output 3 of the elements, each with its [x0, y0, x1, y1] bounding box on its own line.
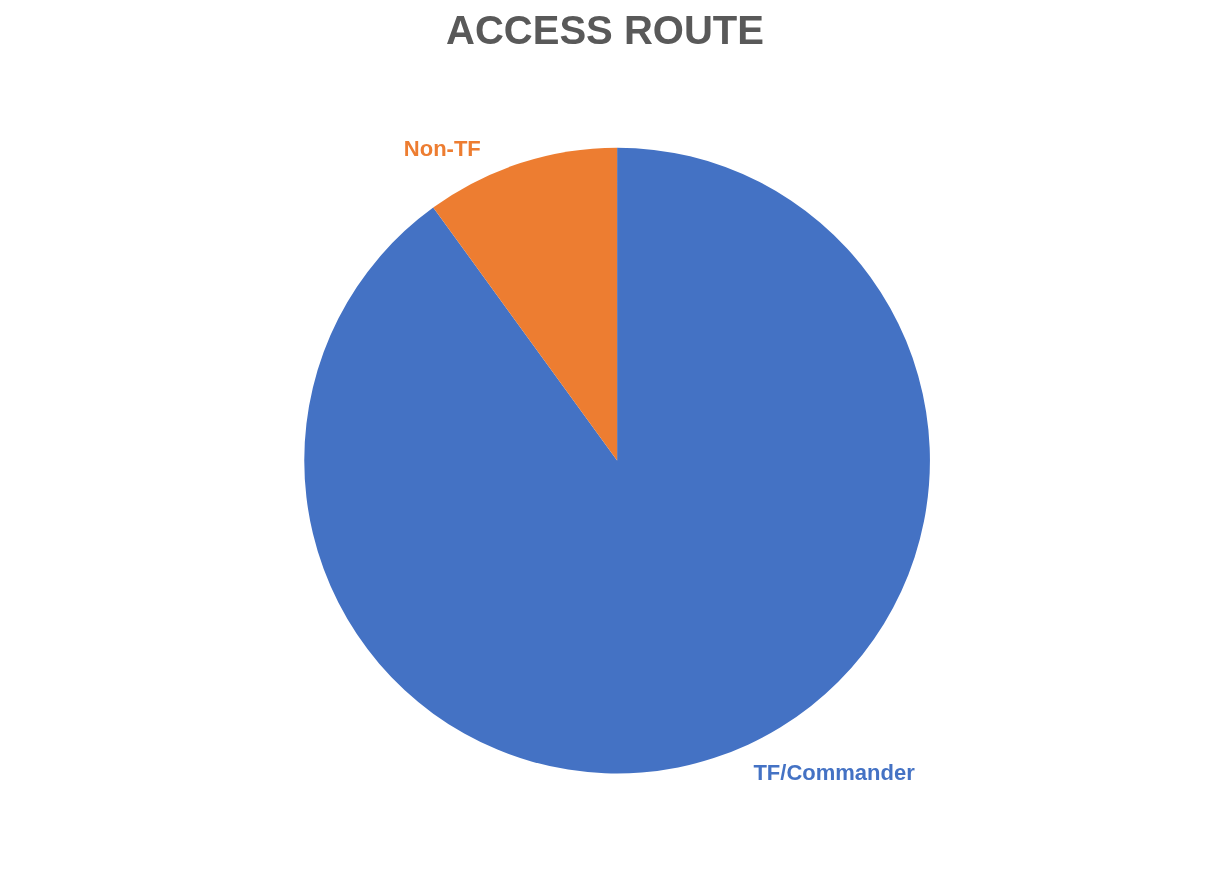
- slice-label: Non-TF: [403, 136, 481, 162]
- slice-label: TF/Commander: [753, 759, 916, 785]
- chart-title: ACCESS ROUTE: [446, 8, 764, 52]
